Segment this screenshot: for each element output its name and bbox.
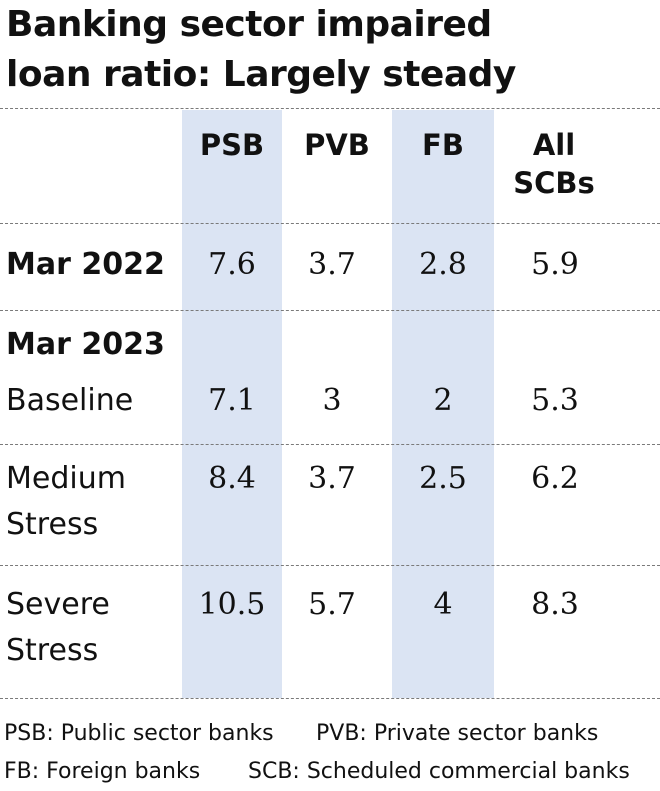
rule-top — [0, 108, 660, 109]
cell-mar2022-fb: 2.8 — [419, 247, 467, 282]
row-label-severe-stress: Severe Stress — [6, 582, 110, 674]
cell-baseline-pvb: 3 — [322, 383, 342, 418]
cell-medium-all: 6.2 — [531, 461, 579, 496]
cell-severe-all: 8.3 — [531, 587, 579, 622]
cell-severe-psb: 10.5 — [198, 587, 266, 622]
rule-medium — [0, 565, 660, 566]
row-label-medium-line1: Medium — [6, 461, 126, 496]
row-label-mar-2022: Mar 2022 — [6, 247, 165, 282]
column-header-psb: PSB — [199, 128, 265, 162]
column-header-all-line2: SCBs — [513, 166, 595, 200]
title-line-1: Banking sector impaired — [6, 4, 492, 45]
row-label-mar-2023: Mar 2023 — [6, 327, 165, 362]
cell-mar2022-all: 5.9 — [531, 247, 579, 282]
cell-medium-psb: 8.4 — [208, 461, 256, 496]
rule-bottom — [0, 698, 660, 699]
rule-header — [0, 223, 660, 224]
footnote-psb: PSB: Public sector banks — [4, 721, 274, 746]
footnote-pvb: PVB: Private sector banks — [316, 721, 599, 746]
row-label-medium-line2: Stress — [6, 507, 99, 542]
cell-severe-pvb: 5.7 — [308, 587, 356, 622]
cell-medium-pvb: 3.7 — [308, 461, 356, 496]
row-label-medium-stress: Medium Stress — [6, 456, 126, 548]
row-label-baseline: Baseline — [6, 383, 134, 418]
row-label-severe-line2: Stress — [6, 633, 99, 668]
cell-severe-fb: 4 — [433, 587, 453, 622]
rule-mar2022 — [0, 310, 660, 311]
column-header-all-line1: All — [532, 128, 576, 162]
chart-title: Banking sector impaired loan ratio: Larg… — [6, 0, 656, 100]
fb-column-highlight — [392, 110, 494, 698]
row-label-severe-line1: Severe — [6, 587, 110, 622]
rule-baseline — [0, 444, 660, 445]
cell-mar2022-pvb: 3.7 — [308, 247, 356, 282]
cell-mar2022-psb: 7.6 — [208, 247, 256, 282]
column-header-fb: FB — [422, 128, 464, 162]
psb-column-highlight — [182, 110, 282, 698]
footnote-fb: FB: Foreign banks — [4, 759, 201, 784]
column-header-all-scbs: All SCBs — [494, 126, 614, 202]
cell-baseline-all: 5.3 — [531, 383, 579, 418]
cell-baseline-fb: 2 — [433, 383, 453, 418]
column-header-pvb: PVB — [304, 128, 370, 162]
cell-medium-fb: 2.5 — [419, 461, 467, 496]
footnote-scb: SCB: Scheduled commercial banks — [248, 759, 630, 784]
title-line-2: loan ratio: Largely steady — [6, 54, 516, 95]
cell-baseline-psb: 7.1 — [208, 383, 256, 418]
